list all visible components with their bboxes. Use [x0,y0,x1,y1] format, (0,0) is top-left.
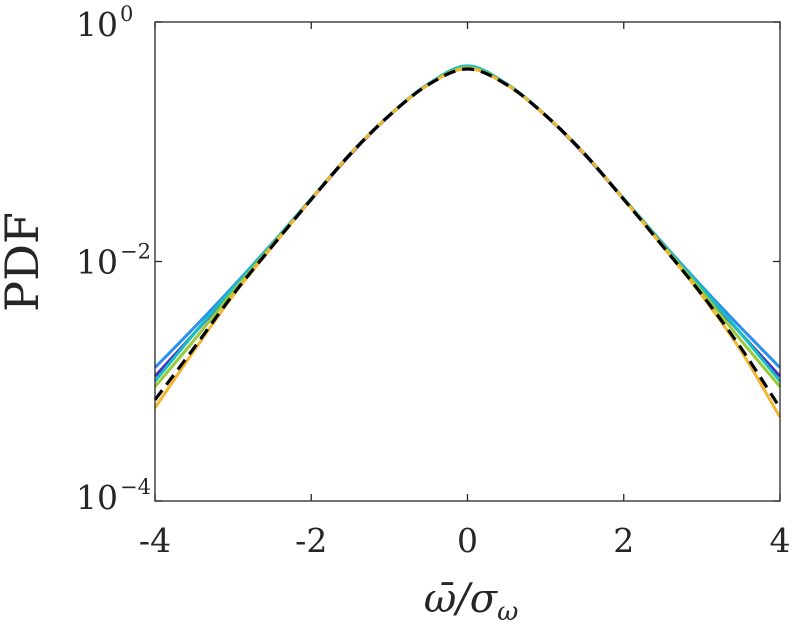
x-tick-label-2: -2 [295,521,327,560]
y-axis-title: PDF [0,212,49,312]
y-tick-label-3: 10 [76,478,118,517]
series-line-6 [153,67,782,409]
y-tick-label-exponent-3: −4 [120,475,151,499]
x-tick-label-5: 4 [770,521,791,560]
y-tick-label-1: 10 [76,5,118,44]
x-tick-label-4: 2 [613,521,634,560]
plot-area [155,22,780,501]
y-tick-label-2: 10 [76,243,118,282]
x-axis-title-sub: ω [497,597,518,627]
x-tick-label-1: -4 [139,521,171,560]
y-tick-label-exponent-1: 0 [120,2,133,26]
x-tick-label-3: 0 [457,521,478,560]
x-axis-title: ω̄/σω [424,576,519,627]
x-axis-title-main: ω̄/σ [424,576,499,622]
series-layer [153,64,782,419]
y-tick-label-exponent-2: −2 [120,240,151,264]
